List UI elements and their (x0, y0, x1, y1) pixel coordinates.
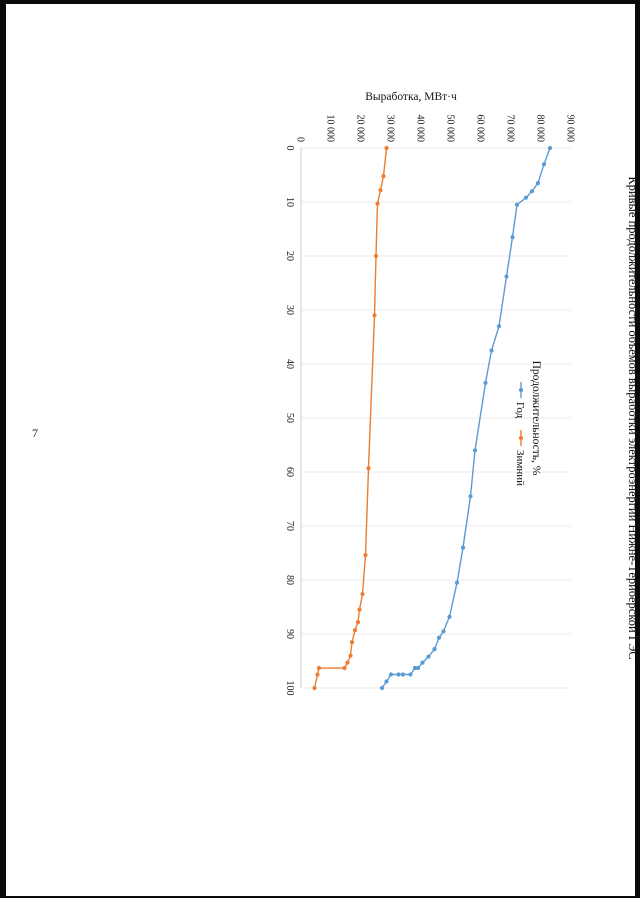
data-point (349, 640, 355, 645)
legend-marker (518, 387, 524, 393)
data-point (510, 235, 515, 240)
data-point (541, 162, 547, 167)
x-tick-label: 70 (284, 521, 295, 531)
data-point (504, 274, 509, 279)
data-point (547, 145, 553, 151)
x-tick-label: 30 (284, 305, 295, 315)
data-point (432, 647, 437, 652)
y-axis-label: Выработка, МВт·ч (365, 91, 457, 103)
y-tick-label: 40 000 (415, 115, 426, 143)
data-point (436, 635, 442, 640)
data-point (357, 607, 362, 612)
series-1 (379, 145, 553, 691)
legend-label: Зимний (514, 450, 526, 486)
data-point (366, 466, 371, 471)
data-point (460, 545, 466, 550)
data-point (472, 448, 478, 453)
x-tick-label: 60 (284, 467, 295, 477)
x-tick-label: 100 (284, 681, 295, 696)
data-point (489, 348, 494, 353)
data-point (352, 628, 358, 633)
data-point (523, 195, 529, 200)
y-tick-label: 30 000 (385, 115, 396, 143)
data-point (384, 679, 389, 684)
data-point (388, 672, 394, 677)
x-tick-label: 20 (284, 251, 295, 261)
data-point (345, 660, 350, 665)
data-point (372, 313, 377, 318)
legend-label: Год (514, 402, 526, 419)
plot-area: 0 10 20 30 40 50 60 70 80 90 100 0 10 000 20 000 30 00… (284, 115, 576, 696)
data-point (379, 685, 385, 691)
data-point (400, 672, 406, 677)
data-point (529, 189, 535, 194)
x-tick-label: 80 (284, 575, 295, 585)
document-page (6, 4, 635, 896)
data-point (375, 201, 380, 206)
x-tick-label: 90 (284, 629, 295, 639)
data-point (408, 672, 413, 677)
data-point (378, 188, 383, 193)
data-point (316, 665, 322, 671)
y-tick-label: 90 000 (565, 115, 576, 143)
y-tick-label: 80 000 (535, 115, 546, 143)
x-tick-label: 10 (284, 197, 295, 207)
data-point (360, 591, 365, 597)
data-point (412, 665, 418, 671)
data-point (535, 181, 541, 186)
data-point (468, 494, 473, 499)
chart-title: Кривые продолжительности объемов выработ… (626, 176, 640, 659)
data-point (384, 145, 389, 151)
data-point (441, 629, 446, 634)
data-point (396, 672, 401, 677)
data-point (381, 173, 386, 179)
x-tick-label: 0 (284, 146, 295, 151)
data-point (514, 202, 520, 207)
legend-marker (518, 435, 524, 441)
x-tick-label: 50 (284, 413, 295, 423)
legend: Год Зимний (514, 382, 526, 486)
x-axis-label: Продолжительность, % (530, 361, 542, 476)
page-number: 7 (32, 426, 38, 440)
data-point (312, 685, 317, 691)
y-tick-label: 20 000 (355, 115, 366, 143)
series-2 (312, 145, 389, 691)
data-point (454, 580, 460, 585)
data-point (420, 660, 425, 665)
data-point (415, 665, 421, 671)
chart-rotated-frame: Кривые продолжительности объемов выработ… (284, 91, 640, 696)
data-point (447, 614, 452, 619)
data-point (348, 653, 353, 658)
data-point (342, 665, 347, 671)
y-tick-label: 50 000 (445, 115, 456, 143)
data-point (363, 553, 368, 558)
data-point (315, 672, 320, 677)
y-tick-label: 60 000 (475, 115, 486, 143)
data-point (483, 380, 488, 385)
x-tick-label: 40 (284, 359, 295, 369)
y-tick-label: 10 000 (325, 115, 336, 143)
y-tick-label: 0 (295, 137, 306, 142)
data-point (355, 620, 361, 625)
data-point (496, 324, 502, 329)
y-tick-label: 70 000 (505, 115, 516, 143)
data-point (373, 253, 379, 259)
data-point (426, 654, 431, 659)
